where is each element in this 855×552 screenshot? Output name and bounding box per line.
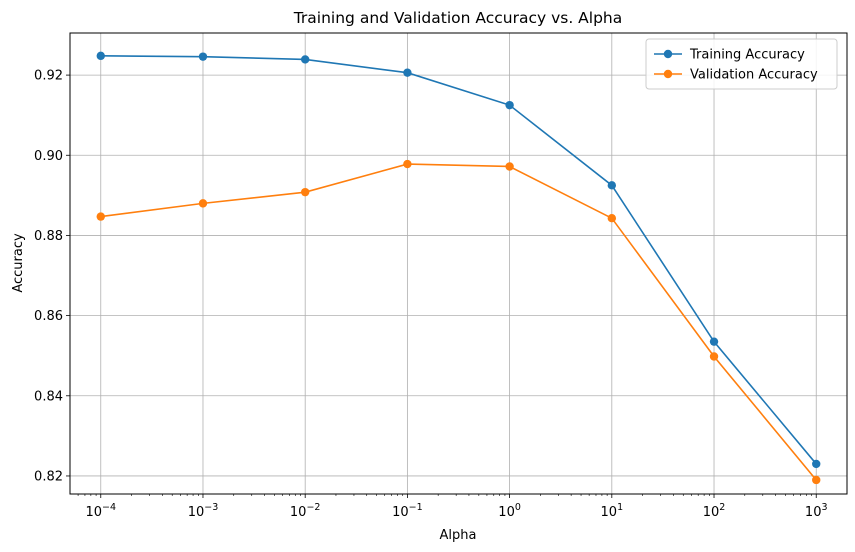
legend-label: Validation Accuracy: [690, 68, 818, 83]
series-training: [96, 51, 821, 469]
data-point: [96, 51, 105, 61]
data-point: [812, 459, 821, 469]
series-line: [100, 55, 817, 465]
y-axis: 0.82 0.84 0.86 0.88 0.90 0.92: [34, 69, 70, 484]
y-tick-label: 0.86: [34, 309, 63, 324]
grid-lines: [70, 33, 847, 494]
data-point: [403, 159, 412, 169]
y-tick-label: 0.88: [34, 229, 63, 244]
x-tick-label: 10−1: [392, 502, 423, 520]
y-tick-label: 0.82: [34, 469, 63, 484]
x-tick-label: 100: [498, 502, 521, 520]
x-tick-label: 10−4: [85, 502, 116, 520]
x-tick-label: 102: [703, 502, 726, 520]
legend-box: [645, 38, 838, 90]
legend-marker: [663, 69, 673, 79]
series-validation: [96, 159, 821, 485]
x-axis: 10−4 10−3 10−2 10−1 100 101 102 103: [77, 494, 828, 520]
x-tick-label: 101: [601, 502, 624, 520]
x-tick-label: 10−3: [188, 502, 219, 520]
legend-item: Validation Accuracy: [654, 68, 818, 83]
plot-frame: [69, 32, 848, 495]
data-point: [198, 199, 208, 208]
y-tick-label: 0.90: [34, 149, 63, 164]
data-point: [505, 100, 514, 110]
data-point: [96, 212, 105, 221]
series-line: [100, 163, 817, 481]
x-axis-label: Alpha: [440, 528, 477, 543]
series-layer: [96, 51, 821, 485]
chart-title: Training and Validation Accuracy vs. Alp…: [293, 9, 623, 27]
data-point: [505, 162, 514, 171]
data-point: [198, 52, 208, 61]
x-tick-label: 103: [805, 502, 828, 520]
y-tick-label: 0.92: [34, 69, 63, 84]
legend: Training Accuracy Validation Accuracy: [645, 38, 838, 90]
legend-marker: [663, 49, 673, 59]
legend-label: Training Accuracy: [689, 48, 805, 63]
data-point: [709, 352, 719, 361]
y-tick-label: 0.84: [34, 389, 63, 404]
x-tick-label: 10−2: [290, 502, 321, 520]
data-point: [607, 214, 617, 223]
data-point: [300, 187, 310, 197]
data-point: [709, 337, 719, 346]
y-axis-label: Accuracy: [11, 233, 26, 293]
legend-item: Training Accuracy: [654, 48, 805, 63]
data-point: [607, 181, 617, 190]
data-point: [300, 55, 310, 64]
data-point: [403, 68, 412, 77]
data-point: [812, 475, 821, 485]
